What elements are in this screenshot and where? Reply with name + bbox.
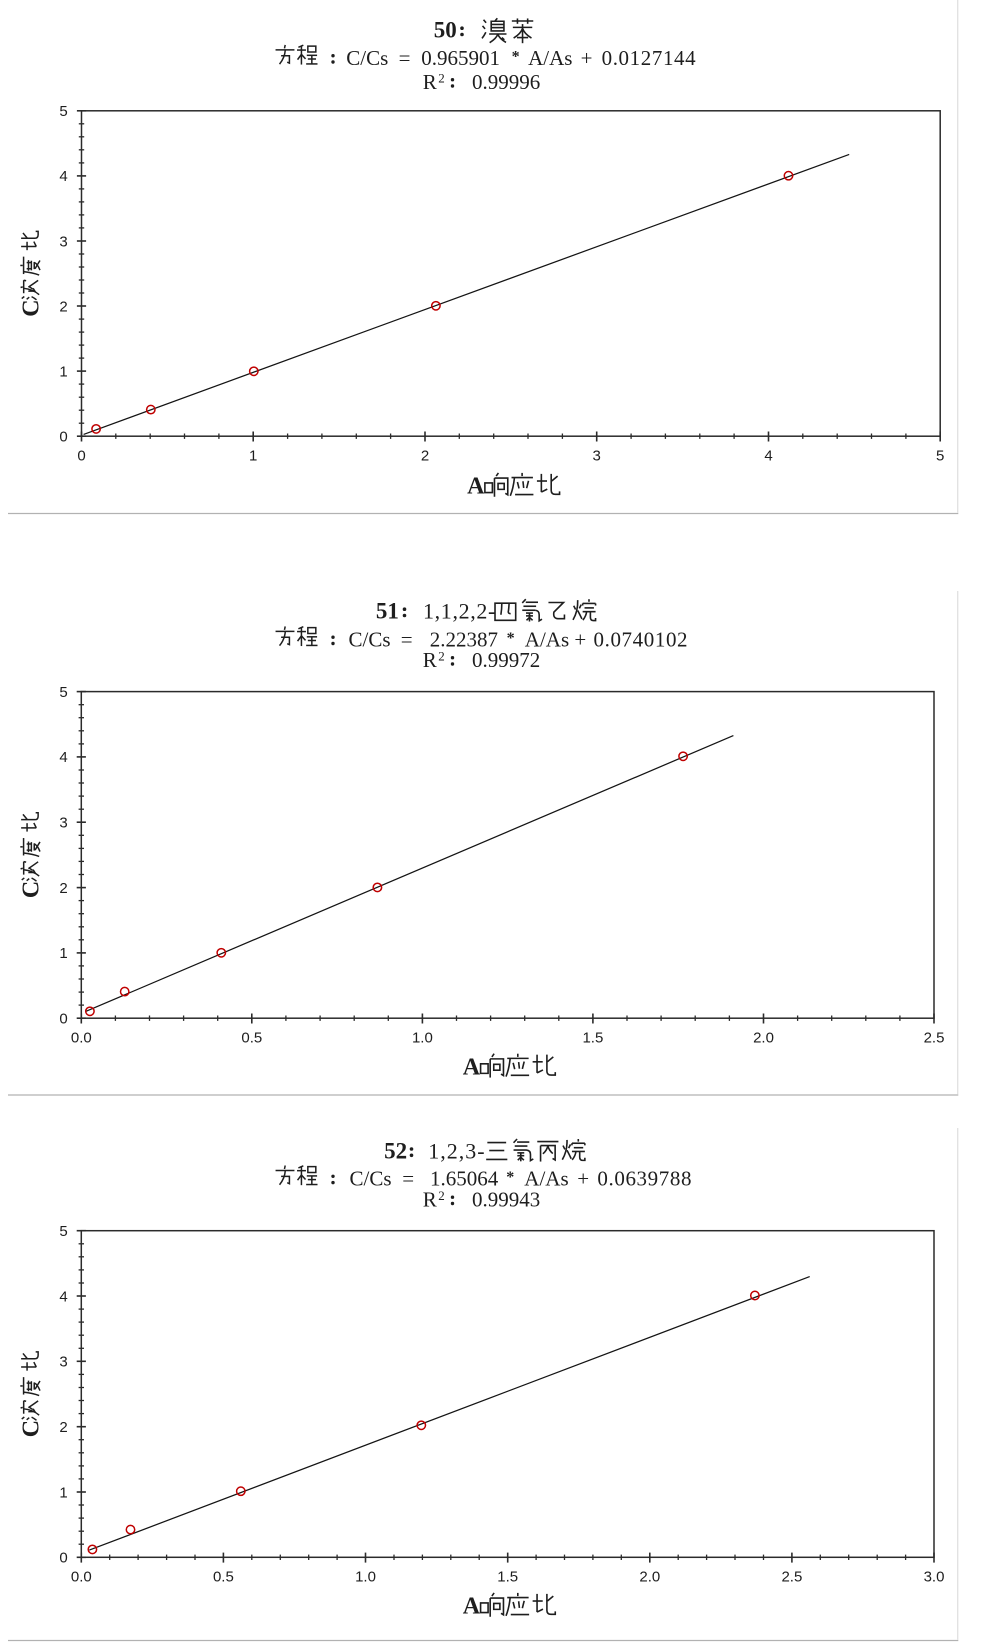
svg-text:2: 2 — [438, 1188, 445, 1203]
svg-text:0.0: 0.0 — [71, 1030, 92, 1047]
svg-text:*: * — [506, 1169, 514, 1186]
svg-text:A: A — [463, 1054, 481, 1080]
svg-text:1.5: 1.5 — [497, 1569, 518, 1586]
svg-text:0.99996: 0.99996 — [472, 70, 540, 94]
svg-text:C: C — [19, 299, 45, 316]
svg-text:2: 2 — [421, 448, 429, 465]
svg-text:*: * — [512, 49, 520, 66]
svg-text:C/Cs: C/Cs — [346, 46, 388, 70]
svg-text:5: 5 — [59, 684, 67, 701]
svg-text:1.0: 1.0 — [412, 1030, 433, 1047]
svg-text:=: = — [399, 46, 411, 70]
svg-text:0.5: 0.5 — [241, 1030, 262, 1047]
svg-text:2.22387: 2.22387 — [430, 628, 498, 652]
svg-text:A/As: A/As — [528, 46, 572, 70]
svg-text:3: 3 — [59, 815, 67, 832]
svg-text:1: 1 — [59, 1484, 67, 1501]
svg-text:2: 2 — [438, 649, 445, 664]
svg-text:3: 3 — [593, 448, 601, 465]
svg-text:1.5: 1.5 — [582, 1030, 603, 1047]
svg-text:0: 0 — [59, 1011, 67, 1028]
svg-text:0: 0 — [59, 429, 67, 446]
svg-text:1: 1 — [59, 363, 67, 380]
svg-text:0.99972: 0.99972 — [472, 648, 540, 672]
svg-text:2.5: 2.5 — [781, 1569, 802, 1586]
svg-text:2.5: 2.5 — [924, 1030, 945, 1047]
svg-text:4: 4 — [59, 749, 67, 766]
svg-text:0.0127144: 0.0127144 — [602, 46, 697, 70]
svg-text:R: R — [423, 70, 437, 94]
svg-text:3: 3 — [59, 1354, 67, 1371]
svg-text:R: R — [423, 648, 437, 672]
svg-text:5: 5 — [59, 103, 67, 120]
svg-text:4: 4 — [59, 1288, 67, 1305]
svg-text:4: 4 — [764, 448, 772, 465]
svg-text:0.99943: 0.99943 — [472, 1188, 540, 1212]
svg-text:=: = — [402, 1167, 414, 1191]
svg-text:2: 2 — [59, 298, 67, 315]
svg-text:2: 2 — [59, 1419, 67, 1436]
svg-text:0.0: 0.0 — [71, 1569, 92, 1586]
svg-text:C/Cs: C/Cs — [349, 628, 391, 652]
svg-text:A/As: A/As — [525, 628, 569, 652]
svg-text:0.965901: 0.965901 — [421, 46, 500, 70]
svg-text:2: 2 — [59, 880, 67, 897]
svg-text:*: * — [507, 630, 515, 647]
svg-text:5: 5 — [59, 1223, 67, 1240]
svg-text:C: C — [19, 1420, 45, 1437]
svg-text:R: R — [423, 1188, 437, 1212]
svg-text:+: + — [581, 46, 593, 70]
svg-text:0: 0 — [59, 1550, 67, 1567]
svg-text:3.0: 3.0 — [924, 1569, 945, 1586]
svg-text:52: 52 — [384, 1138, 407, 1163]
svg-text:=: = — [401, 628, 413, 652]
svg-text:A/As: A/As — [524, 1167, 568, 1191]
svg-text:C/Cs: C/Cs — [350, 1167, 392, 1191]
svg-text:3: 3 — [59, 233, 67, 250]
svg-text:1: 1 — [249, 448, 257, 465]
svg-text:5: 5 — [936, 448, 944, 465]
svg-text:0.5: 0.5 — [213, 1569, 234, 1586]
svg-text:0.0639788: 0.0639788 — [597, 1167, 692, 1191]
svg-text:2: 2 — [438, 71, 445, 86]
svg-text:1: 1 — [59, 945, 67, 962]
svg-text:4: 4 — [59, 168, 67, 185]
svg-text:50: 50 — [434, 18, 457, 43]
svg-text:A: A — [463, 1594, 481, 1620]
svg-text:1.65064: 1.65064 — [430, 1167, 499, 1191]
svg-text:+: + — [577, 1167, 589, 1191]
svg-text:A: A — [467, 474, 485, 500]
svg-text:C: C — [19, 881, 45, 898]
svg-text:1,2,3-: 1,2,3- — [428, 1138, 485, 1163]
svg-text:1,1,2,2-: 1,1,2,2- — [423, 599, 496, 624]
svg-text:1.0: 1.0 — [355, 1569, 376, 1586]
svg-text:+: + — [574, 628, 586, 652]
svg-text:0: 0 — [77, 448, 85, 465]
svg-text:2.0: 2.0 — [753, 1030, 774, 1047]
svg-text:51: 51 — [376, 599, 399, 624]
svg-text:2.0: 2.0 — [639, 1569, 660, 1586]
svg-text:0.0740102: 0.0740102 — [594, 628, 689, 652]
